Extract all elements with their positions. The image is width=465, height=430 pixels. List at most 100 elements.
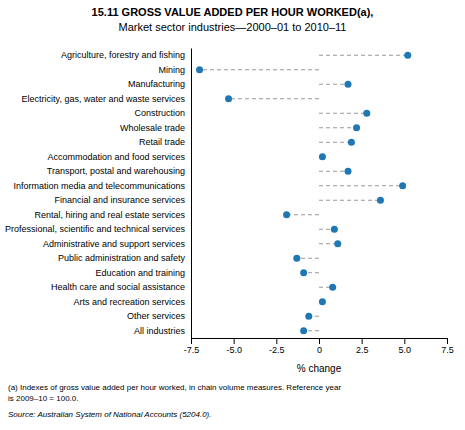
x-tick: 0 <box>317 338 322 355</box>
x-tick-mark <box>362 338 363 344</box>
x-tick-mark <box>319 338 320 344</box>
y-tick: Health care and social assistance <box>51 282 191 292</box>
dot <box>329 284 336 291</box>
y-tick: Professional, scientific and technical s… <box>5 224 191 234</box>
stem-line <box>319 84 348 85</box>
dot <box>300 269 307 276</box>
x-tick-label: 0 <box>317 345 322 355</box>
y-tick: Construction <box>134 108 191 118</box>
x-tick-label: 7.5 <box>441 345 454 355</box>
y-tick: Accommodation and food services <box>47 152 191 162</box>
stem-line <box>319 113 367 114</box>
y-tick-label: Retail trade <box>139 137 185 147</box>
y-tick-label: Public administration and safety <box>58 253 186 263</box>
y-tick-label: Agriculture, forestry and fishing <box>61 50 185 60</box>
x-tick-label: -5.0 <box>226 345 242 355</box>
stem-line <box>319 200 380 201</box>
y-axis: Agriculture, forestry and fishing Mining M… <box>5 49 192 339</box>
y-tick-label: Mining <box>158 65 185 75</box>
y-tick: Education and training <box>95 268 191 278</box>
y-tick: Mining <box>158 65 191 75</box>
x-axis-line <box>192 339 448 345</box>
y-tick-label: Rental, hiring and real estate services <box>34 210 185 220</box>
y-tick: Transport, postal and warehousing <box>47 166 191 176</box>
y-tick-label: Electricity, gas, water and waste servic… <box>22 94 186 104</box>
x-tick-label: 5.0 <box>399 345 412 355</box>
dot <box>399 182 406 189</box>
dot <box>377 197 384 204</box>
y-tick: Arts and recreation services <box>73 297 191 307</box>
stem-line <box>319 171 348 172</box>
y-tick: Information media and telecommunications <box>13 181 191 191</box>
marks <box>196 52 411 335</box>
y-tick: Wholesale trade <box>120 123 191 133</box>
dot <box>348 139 355 146</box>
y-tick-label: Wholesale trade <box>120 123 185 133</box>
y-tick-label: Professional, scientific and technical s… <box>5 224 186 234</box>
stem-line <box>319 185 403 186</box>
footnote: is 2009–10 = 100.0. <box>8 394 79 403</box>
stem-line <box>319 127 357 128</box>
subtitle: Market sector industries—2000–01 to 2010… <box>119 21 347 33</box>
x-tick: 2.5 <box>356 338 369 355</box>
x-tick: -2.5 <box>269 338 285 355</box>
x-tick-mark <box>276 338 277 344</box>
dot <box>293 255 300 262</box>
dot <box>345 168 352 175</box>
y-tick-label: Information media and telecommunications <box>13 181 185 191</box>
dot <box>353 124 360 131</box>
footnote: (a) Indexes of gross value added per hou… <box>8 383 341 392</box>
dot <box>196 66 203 73</box>
x-tick-label: -7.5 <box>184 345 200 355</box>
x-tick-mark <box>404 338 405 344</box>
y-tick: Agriculture, forestry and fishing <box>61 50 191 60</box>
x-tick: 7.5 <box>441 338 454 355</box>
x-axis-title: % change <box>297 363 342 374</box>
y-tick: Manufacturing <box>128 79 191 89</box>
stem-line <box>319 142 351 143</box>
dot <box>283 211 290 218</box>
y-tick-label: Construction <box>134 108 185 118</box>
y-tick: Electricity, gas, water and waste servic… <box>22 94 191 104</box>
stem-line <box>229 98 319 99</box>
y-tick-label: Financial and insurance services <box>54 195 185 205</box>
y-axis-line <box>191 49 192 339</box>
y-tick: Financial and insurance services <box>54 195 191 205</box>
y-tick: Other services <box>127 311 191 321</box>
x-tick-mark <box>234 338 235 344</box>
y-tick-label: All industries <box>134 326 186 336</box>
stem-line <box>319 55 408 56</box>
x-tick: -5.0 <box>226 338 242 355</box>
plot-area: -7.5 -5.0 -2.5 0 2.5 5.0 7.5 Agriculture, fores… <box>5 49 454 375</box>
x-tick-mark <box>191 338 192 344</box>
y-tick-label: Accommodation and food services <box>47 152 185 162</box>
dot <box>300 327 307 334</box>
y-tick: Retail trade <box>139 137 191 147</box>
dot <box>404 52 411 59</box>
dot <box>363 110 370 117</box>
title: 15.11 GROSS VALUE ADDED PER HOUR WORKED(… <box>92 6 374 18</box>
x-tick: 5.0 <box>399 338 412 355</box>
x-tick: -7.5 <box>184 338 200 355</box>
footnote: Source: Australian System of National Ac… <box>8 410 212 419</box>
dot <box>305 313 312 320</box>
x-tick-mark <box>447 338 448 344</box>
x-axis: -7.5 -5.0 -2.5 0 2.5 5.0 7.5 <box>184 338 454 355</box>
x-tick-label: -2.5 <box>269 345 285 355</box>
y-tick: All industries <box>134 326 191 336</box>
stem-line <box>200 69 319 70</box>
chart-container: 15.11 GROSS VALUE ADDED PER HOUR WORKED(… <box>0 0 465 430</box>
dot <box>319 153 326 160</box>
y-tick-label: Other services <box>127 311 186 321</box>
dot <box>319 298 326 305</box>
dot <box>225 95 232 102</box>
stem-line <box>287 214 319 215</box>
y-tick: Rental, hiring and real estate services <box>34 210 191 220</box>
y-tick-label: Manufacturing <box>128 79 185 89</box>
dot <box>334 240 341 247</box>
dot <box>331 226 338 233</box>
dot <box>345 81 352 88</box>
y-tick-label: Education and training <box>95 268 185 278</box>
y-tick-label: Transport, postal and warehousing <box>47 166 185 176</box>
chart-svg: 15.11 GROSS VALUE ADDED PER HOUR WORKED(… <box>0 0 465 430</box>
